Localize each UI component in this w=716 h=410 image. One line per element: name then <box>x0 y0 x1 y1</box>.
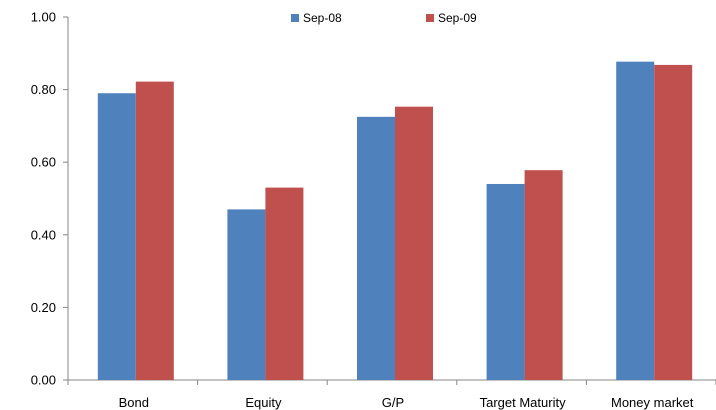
y-tick-label: 1.00 <box>31 10 56 25</box>
bar-sep-08-g-p <box>357 116 395 380</box>
legend-label: Sep-09 <box>438 11 477 25</box>
x-category-label: G/P <box>382 395 404 410</box>
x-category-label: Money market <box>611 395 694 410</box>
labels-layer: 0.00 0.20 0.40 0.60 0.80 1.00 Bond Equity G/P Tar… <box>31 10 694 410</box>
legend-swatch <box>291 14 299 22</box>
x-category-label: Target Maturity <box>480 395 566 410</box>
legend-label: Sep-08 <box>303 11 342 25</box>
y-tick-label: 0.60 <box>31 155 56 170</box>
bar-sep-08-bond <box>97 93 136 380</box>
bar-sep-09-equity <box>265 187 304 380</box>
y-tick-label: 0.40 <box>31 227 56 242</box>
y-tick-label: 0.80 <box>31 82 56 97</box>
bar-sep-09-money-market <box>654 64 693 380</box>
bar-sep-09-g-p <box>395 106 433 380</box>
y-tick-label: 0.00 <box>31 373 56 388</box>
legend-swatch <box>426 14 434 22</box>
x-category-label: Bond <box>119 395 149 410</box>
y-tick-label: 0.20 <box>31 300 56 315</box>
x-category-label: Equity <box>245 395 282 410</box>
legend: Sep-08 Sep-09 <box>291 11 477 25</box>
bars-layer <box>97 61 693 381</box>
bar-sep-08-target-maturity <box>486 183 525 380</box>
bar-sep-08-equity <box>227 209 266 380</box>
bar-sep-09-target-maturity <box>524 170 563 380</box>
bar-sep-08-money-market <box>616 61 655 381</box>
bar-sep-09-bond <box>135 81 174 380</box>
